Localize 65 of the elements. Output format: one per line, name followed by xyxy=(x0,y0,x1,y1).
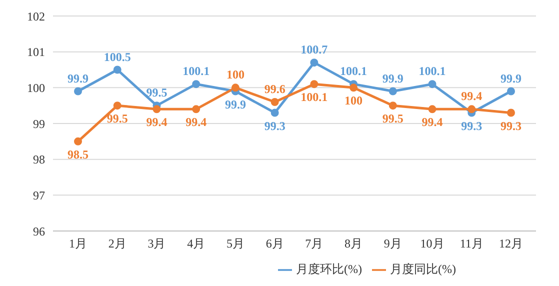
point xyxy=(192,80,200,88)
point xyxy=(507,87,515,96)
x-tick-label: 11月 xyxy=(460,236,484,251)
point xyxy=(152,105,161,114)
data-label: 98.5 xyxy=(68,147,88,162)
x-tick-label: 10月 xyxy=(420,236,444,251)
point xyxy=(74,87,82,96)
data-label: 99.5 xyxy=(146,86,168,100)
data-label: 100.1 xyxy=(418,64,446,78)
y-tick-label: 97 xyxy=(33,188,45,202)
data-label: 100.1 xyxy=(182,64,210,78)
data-label: 99.4 xyxy=(422,115,443,130)
y-tick-label: 101 xyxy=(27,45,45,60)
data-label: 100 xyxy=(226,68,244,82)
data-label: 100.7 xyxy=(300,42,328,57)
point xyxy=(231,84,240,92)
point xyxy=(74,137,82,146)
point xyxy=(350,84,358,92)
point xyxy=(468,105,476,114)
point xyxy=(428,80,436,88)
y-tick-label: 96 xyxy=(33,224,45,238)
data-label: 99.9 xyxy=(224,97,246,112)
x-tick-label: 1月 xyxy=(69,236,87,251)
x-tick-label: 2月 xyxy=(108,236,126,251)
data-label: 100.1 xyxy=(300,90,328,104)
x-tick-label: 6月 xyxy=(266,236,284,251)
x-tick-label: 7月 xyxy=(305,236,324,251)
data-label: 99.3 xyxy=(500,118,522,133)
data-label: 99.9 xyxy=(382,71,404,86)
data-label: 99.4 xyxy=(146,115,168,130)
legend-label: 月度环比(%) xyxy=(296,262,362,276)
point xyxy=(310,58,318,67)
legend-label: 月度同比(%) xyxy=(390,262,456,276)
point xyxy=(507,108,515,117)
data-label: 99.9 xyxy=(68,71,88,86)
point xyxy=(192,105,200,114)
y-tick-label: 99 xyxy=(33,116,45,131)
data-label: 100.1 xyxy=(340,64,368,78)
y-tick-label: 102 xyxy=(27,9,45,24)
y-tick-label: 98 xyxy=(33,152,45,167)
y-tick-label: 100 xyxy=(27,80,45,95)
point xyxy=(428,105,436,114)
x-tick-label: 5月 xyxy=(226,236,244,251)
point xyxy=(310,80,318,88)
data-label: 99.9 xyxy=(500,71,522,86)
data-label: 99.4 xyxy=(186,115,207,130)
x-tick-label: 12月 xyxy=(499,236,523,251)
point xyxy=(270,108,279,117)
data-label: 99.3 xyxy=(461,118,482,133)
x-tick-label: 8月 xyxy=(344,236,363,251)
point xyxy=(388,102,397,110)
data-label: 99.4 xyxy=(461,89,482,104)
x-tick-label: 3月 xyxy=(148,236,166,251)
point xyxy=(113,102,122,110)
x-tick-label: 9月 xyxy=(384,236,402,251)
point xyxy=(388,87,397,96)
point xyxy=(270,98,279,106)
data-label: 100 xyxy=(344,94,363,108)
data-label: 99.6 xyxy=(264,82,286,96)
data-label: 99.3 xyxy=(264,118,286,133)
x-tick-label: 4月 xyxy=(187,236,206,251)
data-label: 99.5 xyxy=(106,112,128,126)
data-label: 100.5 xyxy=(104,50,131,64)
point xyxy=(113,66,122,74)
data-label: 99.5 xyxy=(382,112,404,126)
